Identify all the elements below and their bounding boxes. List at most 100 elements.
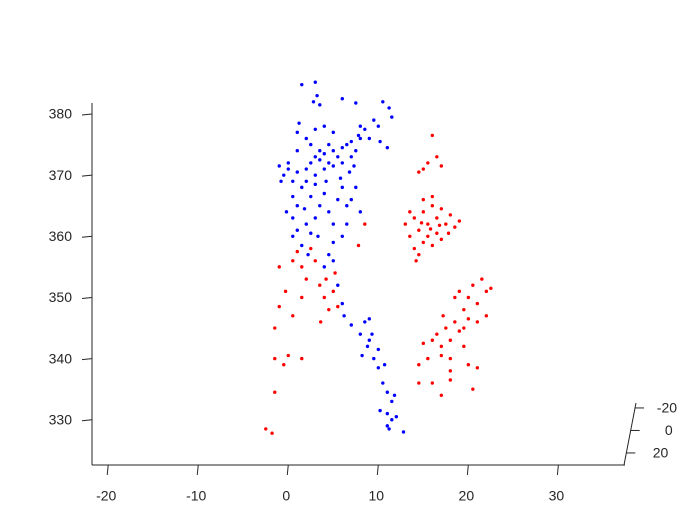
point: [345, 142, 349, 147]
point: [282, 173, 286, 177]
point: [304, 277, 308, 281]
point: [358, 332, 363, 336]
point: [340, 97, 344, 101]
point: [435, 155, 439, 159]
point: [367, 317, 372, 321]
point: [439, 237, 444, 242]
point: [336, 304, 340, 309]
point: [291, 216, 295, 220]
point: [295, 148, 299, 153]
point: [372, 356, 376, 361]
point: [466, 295, 471, 300]
x-tick-label: -20: [96, 488, 116, 504]
point: [417, 170, 421, 174]
point: [342, 314, 346, 318]
point: [349, 155, 353, 159]
point: [331, 130, 335, 135]
point: [441, 314, 445, 318]
y-tick: [81, 113, 93, 116]
point: [370, 332, 374, 336]
point: [417, 363, 421, 367]
point: [279, 179, 283, 183]
x-tick: [376, 464, 379, 476]
point: [300, 82, 304, 87]
point: [300, 356, 304, 361]
point: [273, 326, 277, 330]
point: [295, 249, 299, 254]
x-tick: [106, 464, 109, 476]
x-tick-label: 20: [459, 488, 475, 504]
point: [439, 393, 444, 397]
point: [324, 277, 328, 281]
point: [475, 366, 480, 370]
point: [444, 222, 448, 226]
point: [336, 155, 340, 159]
point: [392, 393, 397, 397]
point: [466, 317, 471, 321]
point: [300, 265, 304, 269]
point: [327, 307, 331, 312]
point: [291, 314, 295, 318]
point: [363, 127, 367, 131]
point: [304, 136, 308, 141]
point: [354, 185, 358, 190]
point: [291, 179, 295, 183]
y-tick-label: 360: [49, 228, 73, 244]
z-tick-label: -20: [657, 400, 677, 416]
point: [354, 148, 358, 153]
point: [365, 344, 370, 349]
point: [448, 378, 453, 382]
point: [439, 344, 444, 349]
point: [318, 204, 322, 208]
point: [331, 222, 335, 226]
point: [318, 283, 322, 287]
point: [446, 231, 451, 235]
point: [414, 259, 418, 263]
point: [333, 271, 337, 275]
point: [295, 204, 299, 208]
point: [417, 381, 421, 385]
point: [430, 133, 435, 138]
point: [448, 369, 453, 373]
point: [382, 363, 387, 367]
point: [426, 356, 430, 361]
point: [356, 243, 361, 248]
y-tick-label: 370: [49, 167, 73, 183]
point: [315, 93, 319, 98]
point: [363, 320, 367, 324]
point: [291, 194, 295, 199]
point: [340, 185, 344, 190]
point: [313, 216, 317, 220]
point: [349, 197, 353, 202]
point: [462, 307, 466, 312]
point: [408, 234, 412, 239]
point: [417, 228, 421, 232]
z-tick-label: 20: [653, 445, 669, 461]
point: [340, 301, 344, 306]
point: [277, 265, 281, 269]
point: [489, 286, 493, 290]
point: [336, 197, 340, 202]
x-tick-label: 0: [282, 488, 290, 504]
point: [385, 411, 390, 416]
point: [349, 139, 353, 144]
point: [387, 427, 391, 431]
point: [462, 326, 466, 330]
point: [439, 353, 444, 358]
point: [378, 139, 382, 144]
point: [390, 418, 394, 422]
point: [347, 170, 352, 174]
x-tick: [196, 464, 199, 476]
point: [277, 164, 281, 168]
point: [381, 381, 385, 385]
point: [349, 323, 353, 327]
point: [381, 100, 385, 104]
point: [376, 347, 381, 352]
point: [367, 136, 372, 141]
point: [338, 176, 343, 180]
point: [484, 314, 489, 318]
point: [412, 246, 417, 251]
x-tick: [286, 464, 289, 476]
point: [426, 234, 430, 239]
point: [430, 338, 435, 342]
